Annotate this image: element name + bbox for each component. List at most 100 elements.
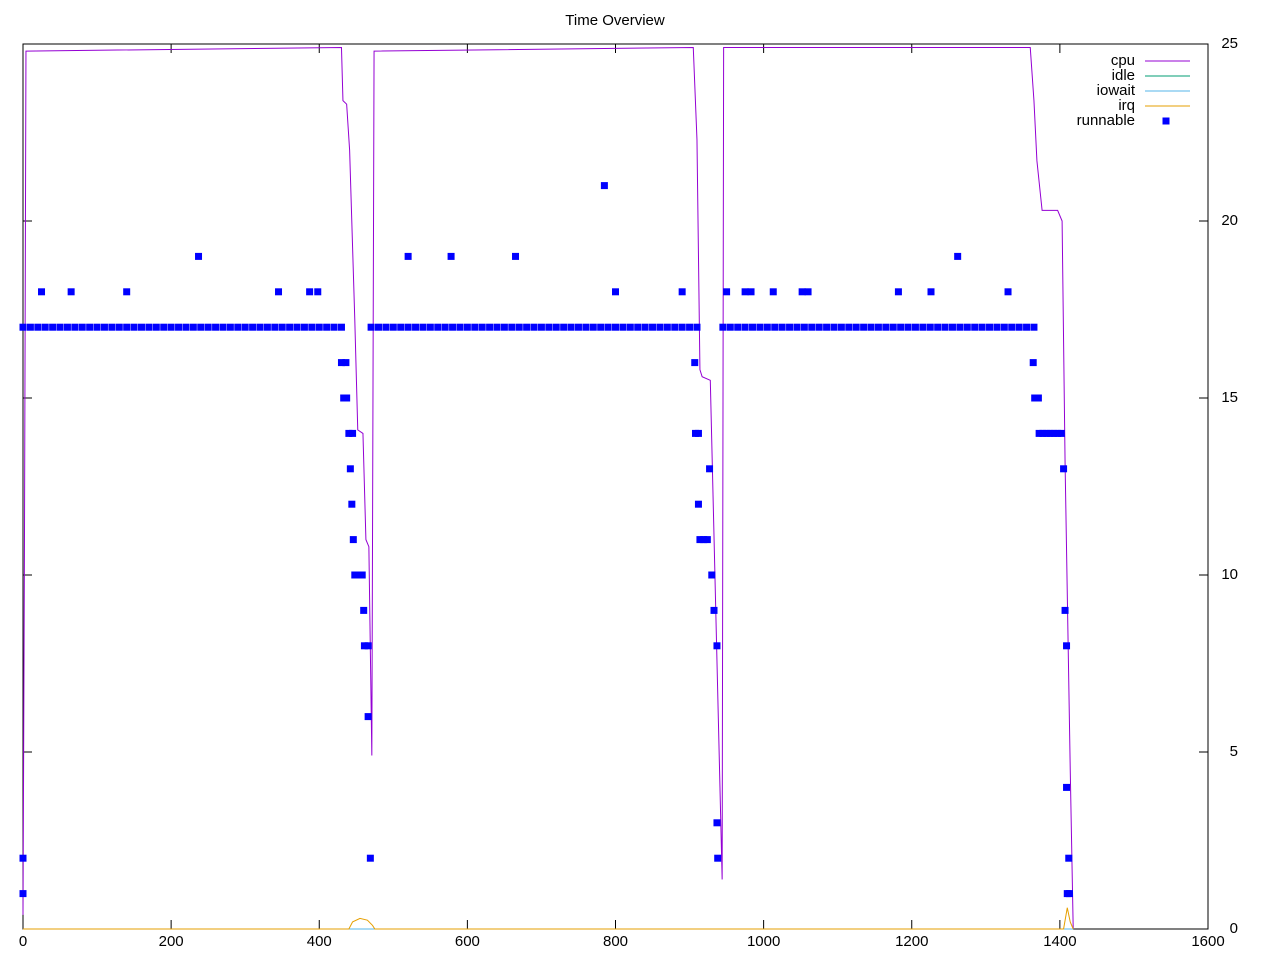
legend-label: runnable (1077, 112, 1135, 129)
plot-frame (22, 43, 1209, 930)
point (971, 323, 979, 331)
point (763, 323, 771, 331)
point (1063, 642, 1071, 650)
point (713, 819, 721, 827)
point (600, 182, 608, 190)
point (364, 642, 372, 650)
point (1043, 429, 1051, 437)
legend-label: iowait (1097, 82, 1136, 99)
point (412, 323, 420, 331)
point (197, 323, 205, 331)
point (941, 323, 949, 331)
point (741, 323, 749, 331)
point (345, 429, 353, 437)
point (34, 323, 42, 331)
point (19, 323, 27, 331)
point (226, 323, 234, 331)
point (706, 465, 714, 473)
point (626, 323, 634, 331)
point (389, 323, 397, 331)
point (612, 288, 619, 296)
point (978, 323, 986, 331)
point (1057, 429, 1065, 437)
point (360, 606, 368, 614)
point (493, 323, 501, 331)
point (537, 323, 545, 331)
point (741, 288, 749, 296)
point (837, 323, 845, 331)
point (364, 713, 372, 721)
point (123, 288, 131, 296)
point (597, 323, 605, 331)
point (241, 323, 249, 331)
point (330, 323, 338, 331)
point (986, 323, 994, 331)
point (1050, 429, 1058, 437)
point (800, 323, 808, 331)
point (691, 359, 699, 367)
legend-label: cpu (1111, 52, 1135, 69)
point (306, 288, 314, 296)
point (860, 323, 868, 331)
point (927, 288, 935, 296)
point (115, 323, 123, 331)
point (897, 323, 905, 331)
point (589, 323, 597, 331)
point (463, 323, 471, 331)
point (678, 323, 686, 331)
point (694, 500, 702, 508)
point (346, 465, 354, 473)
point (426, 323, 434, 331)
point (278, 323, 286, 331)
point (515, 323, 523, 331)
point (771, 323, 779, 331)
point (447, 252, 455, 260)
point (845, 323, 853, 331)
point (1004, 288, 1012, 296)
legend-swatch (1162, 117, 1170, 125)
point (769, 288, 777, 296)
point (815, 323, 823, 331)
point (71, 323, 79, 331)
point (152, 323, 160, 331)
point (212, 323, 220, 331)
point (1054, 429, 1062, 437)
point (694, 429, 702, 437)
point (545, 323, 553, 331)
x-tick-label: 400 (307, 933, 332, 950)
point (204, 323, 212, 331)
point (342, 359, 350, 367)
point (934, 323, 942, 331)
point (634, 323, 642, 331)
point (419, 323, 427, 331)
point (286, 323, 294, 331)
point (1046, 429, 1054, 437)
point (1065, 854, 1073, 862)
y-tick-label: 5 (1230, 743, 1238, 760)
point (808, 323, 816, 331)
point (749, 323, 757, 331)
point (1023, 323, 1031, 331)
point (315, 323, 323, 331)
point (19, 854, 27, 862)
point (552, 323, 560, 331)
point (523, 323, 531, 331)
point (375, 323, 382, 331)
point (397, 323, 405, 331)
point (663, 323, 671, 331)
point (963, 323, 971, 331)
point (756, 323, 764, 331)
point (747, 288, 755, 296)
point (160, 323, 168, 331)
point (582, 323, 590, 331)
line (22, 47, 1074, 930)
point (708, 571, 716, 579)
point (41, 323, 49, 331)
point (956, 323, 964, 331)
point (486, 323, 494, 331)
point (867, 323, 875, 331)
x-tick-label: 1400 (1043, 933, 1076, 950)
point (349, 536, 357, 544)
point (678, 288, 686, 296)
